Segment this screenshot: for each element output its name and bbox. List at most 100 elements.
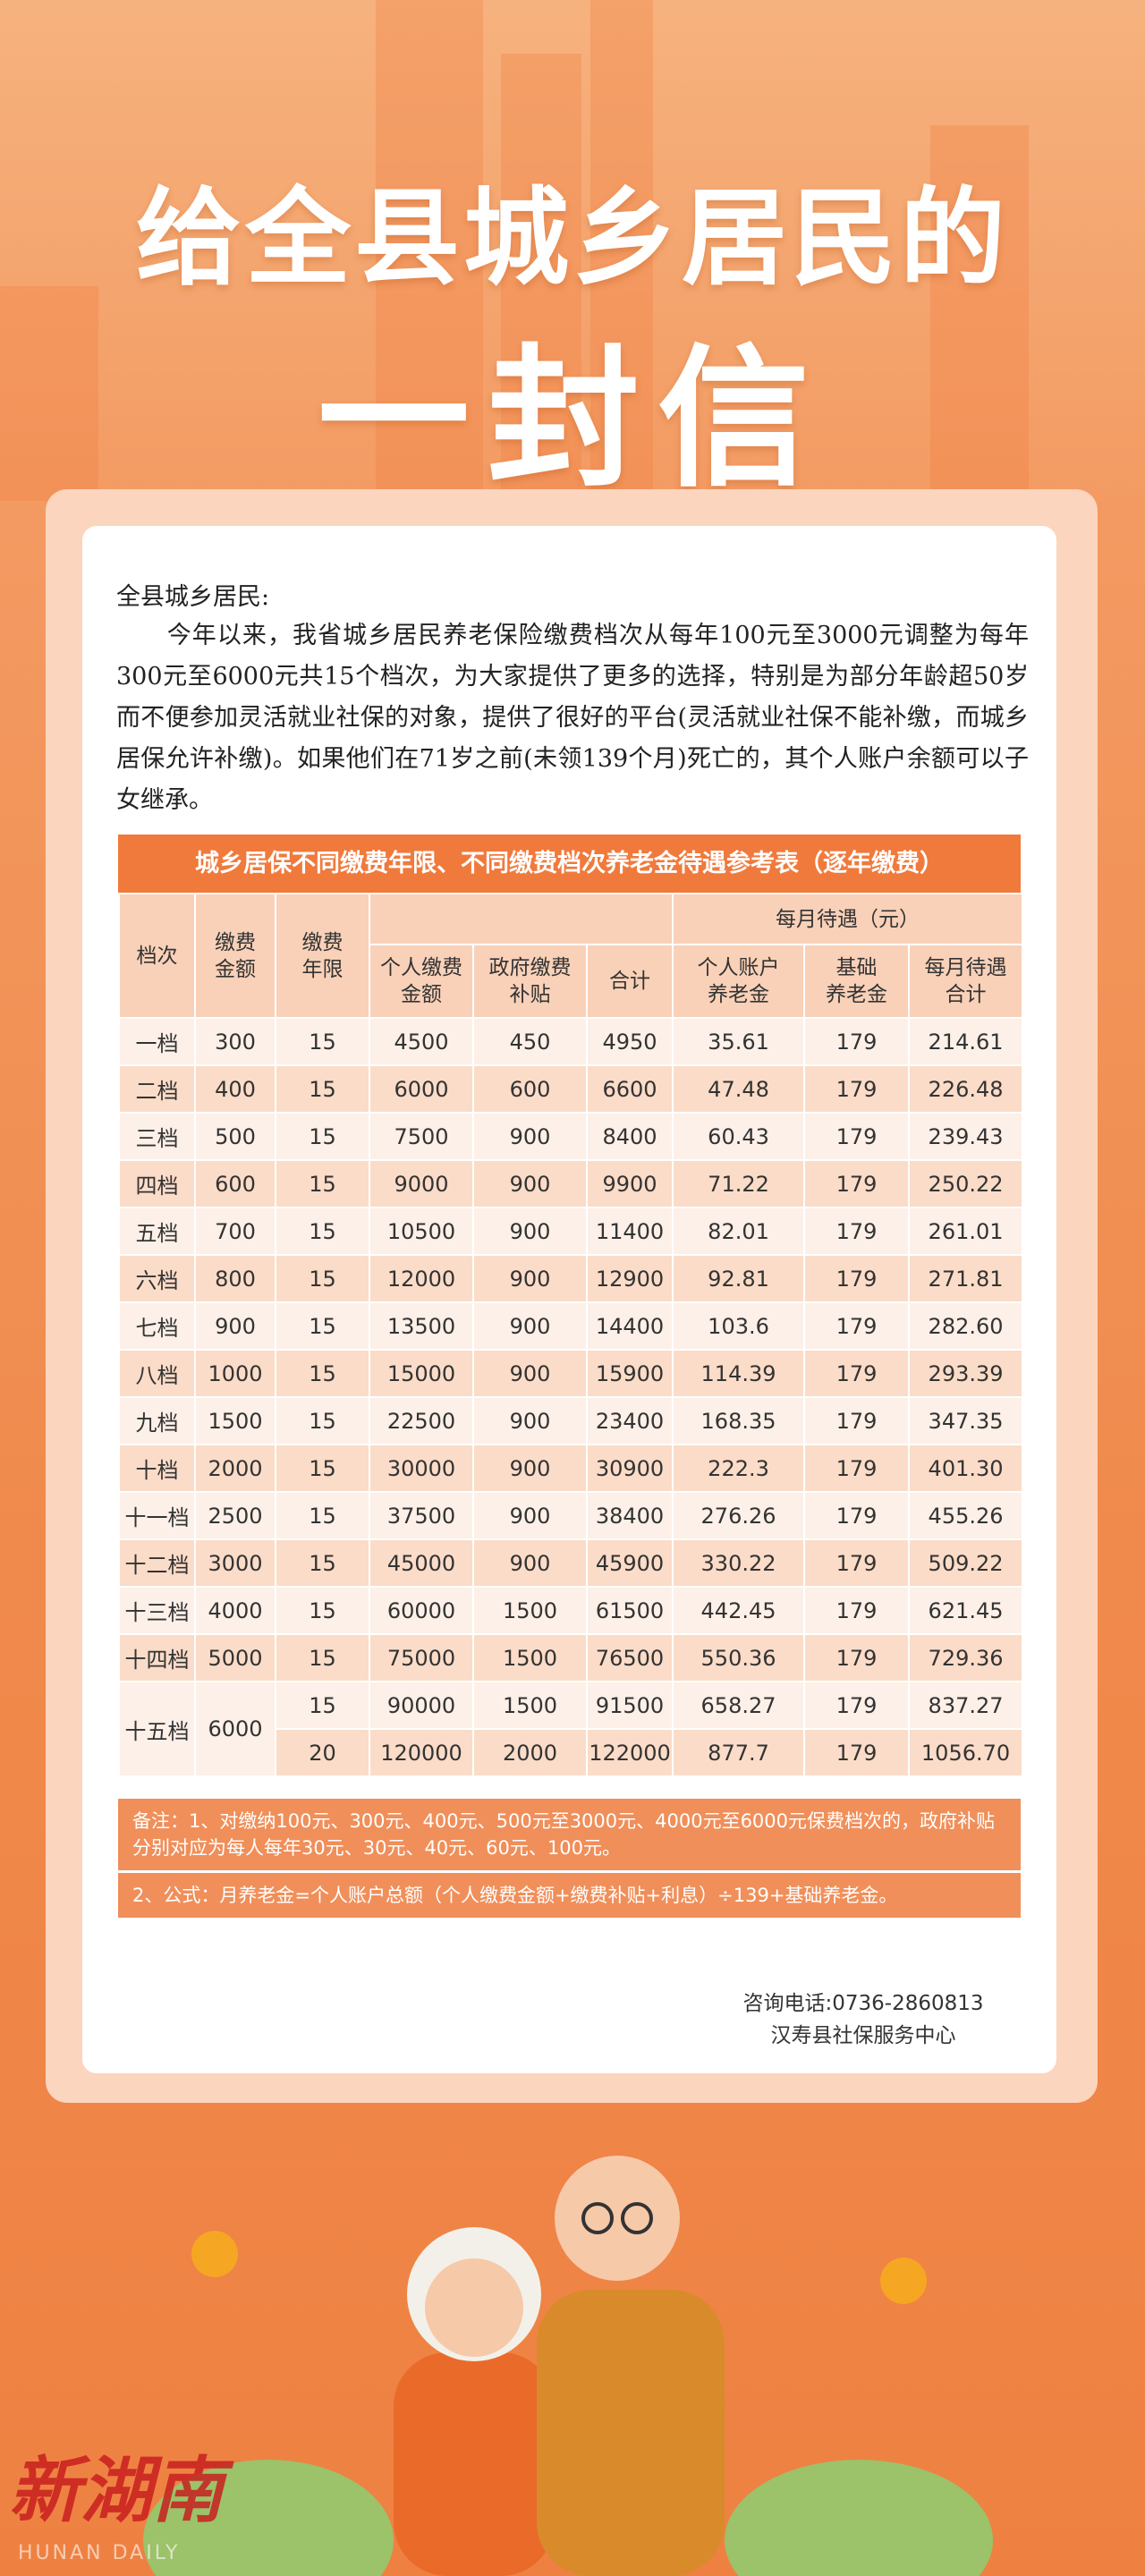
table-cell: 442.45 — [672, 1586, 806, 1635]
table-cell: 900 — [472, 1159, 588, 1208]
table-cell: 30900 — [585, 1444, 674, 1493]
table-cell: 15 — [275, 1064, 370, 1114]
table-row: 十档 2000 15 30000 900 30900 222.3 179 401.30 — [118, 1444, 1024, 1493]
column-header: 个人缴费 金额 — [369, 944, 474, 1019]
table-cell: 90000 — [369, 1681, 474, 1730]
table-cell: 179 — [803, 1159, 911, 1208]
table-cell: 10500 — [369, 1207, 474, 1256]
table-cell: 877.7 — [672, 1728, 806, 1777]
grandma-body — [394, 2352, 555, 2576]
table-cell: 179 — [803, 1112, 911, 1161]
table-cell: 179 — [803, 1017, 911, 1066]
table-cell: 621.45 — [908, 1586, 1024, 1635]
table-cell: 900 — [472, 1254, 588, 1303]
table-cell: 250.22 — [908, 1159, 1024, 1208]
table-cell: 8400 — [585, 1112, 674, 1161]
column-header: 基础 养老金 — [803, 944, 911, 1019]
table-cell: 900 — [472, 1207, 588, 1256]
table-cell: 四档 — [118, 1159, 196, 1208]
table-cell: 800 — [194, 1254, 276, 1303]
table-cell: 222.3 — [672, 1444, 806, 1493]
contact-line: 咨询电话:0736-2860813 — [742, 1992, 984, 2015]
table-cell: 700 — [194, 1207, 276, 1256]
table-cell: 15 — [275, 1444, 370, 1493]
table-cell: 7500 — [369, 1112, 474, 1161]
table-cell: 900 — [472, 1112, 588, 1161]
column-header: 个人账户 养老金 — [672, 944, 806, 1019]
notes: 备注：1、对缴纳100元、300元、400元、500元至3000元、4000元至… — [118, 1799, 1021, 1920]
table-cell: 45900 — [585, 1538, 674, 1588]
table-cell: 103.6 — [672, 1301, 806, 1351]
building — [590, 0, 653, 501]
table-cell: 455.26 — [908, 1491, 1024, 1540]
table-cell: 十一档 — [118, 1491, 196, 1540]
table-cell: 509.22 — [908, 1538, 1024, 1588]
flower — [880, 2258, 927, 2304]
table-cell: 5000 — [194, 1633, 276, 1682]
table-cell: 168.35 — [672, 1396, 806, 1445]
table-cell: 300 — [194, 1017, 276, 1066]
table-cell: 十档 — [118, 1444, 196, 1493]
table-row: 三档 500 15 7500 900 8400 60.43 179 239.43 — [118, 1112, 1024, 1161]
table-cell: 15 — [275, 1349, 370, 1398]
header-row: 个人缴费 金额 政府缴费 补贴 合计 个人账户 养老金 基础 养老金 每月待遇 合计 — [119, 944, 1024, 1019]
table-cell: 1500 — [472, 1586, 588, 1635]
table-cell: 47.48 — [672, 1064, 806, 1114]
table-row: 四档 600 15 9000 900 9900 71.22 179 250.22 — [118, 1159, 1024, 1208]
table-cell: 550.36 — [672, 1633, 806, 1682]
table-cell: 179 — [803, 1491, 911, 1540]
table-cell: 60000 — [369, 1586, 474, 1635]
table-cell: 五档 — [118, 1207, 196, 1256]
table-cell: 一档 — [118, 1017, 196, 1066]
table-cell: 500 — [194, 1112, 276, 1161]
table-cell: 十二档 — [118, 1538, 196, 1588]
building — [0, 286, 98, 501]
table-cell: 13500 — [369, 1301, 474, 1351]
building — [501, 54, 581, 501]
table-cell: 1500 — [472, 1633, 588, 1682]
table-cell: 450 — [472, 1017, 588, 1066]
table-row: 十四档 5000 15 75000 1500 76500 550.36 179 729.36 — [118, 1633, 1024, 1682]
table-cell: 60.43 — [672, 1112, 806, 1161]
glasses — [581, 2202, 614, 2234]
table-cell: 347.35 — [908, 1396, 1024, 1445]
table-cell: 91500 — [585, 1681, 674, 1730]
table-cell: 600 — [472, 1064, 588, 1114]
table-cell: 900 — [472, 1444, 588, 1493]
table-cell: 15900 — [585, 1349, 674, 1398]
table-cell: 9000 — [369, 1159, 474, 1208]
letter-body: 今年以来，我省城乡居民养老保险缴费档次从每年100元至3000元调整为每年300… — [116, 622, 1029, 814]
column-header: 合计 — [585, 944, 674, 1019]
table-cell: 15 — [275, 1491, 370, 1540]
table-cell: 二档 — [118, 1064, 196, 1114]
table-cell: 122000 — [585, 1728, 674, 1777]
title-line2: 一封信 — [317, 331, 827, 508]
table-cell: 239.43 — [908, 1112, 1024, 1161]
table-cell: 15000 — [369, 1349, 474, 1398]
table-cell: 15 — [275, 1396, 370, 1445]
table-cell: 38400 — [585, 1491, 674, 1540]
table-row: 七档 900 15 13500 900 14400 103.6 179 282.60 — [118, 1301, 1024, 1351]
table-cell: 十五档 — [118, 1681, 196, 1777]
group-header: 每月待遇（元） — [672, 893, 1024, 945]
table-row: 五档 700 15 10500 900 11400 82.01 179 261.01 — [118, 1207, 1024, 1256]
column-header: 档次 — [118, 893, 196, 1019]
table-cell: 1056.70 — [908, 1728, 1024, 1777]
table-cell: 15 — [275, 1538, 370, 1588]
table-cell: 2500 — [194, 1491, 276, 1540]
table-cell: 4000 — [194, 1586, 276, 1635]
watermark-logo: 新湖南 — [9, 2448, 224, 2532]
column-header: 缴费 年限 — [275, 893, 370, 1019]
table-cell: 330.22 — [672, 1538, 806, 1588]
table-cell: 179 — [803, 1633, 911, 1682]
table-cell: 900 — [472, 1396, 588, 1445]
table-cell: 179 — [803, 1207, 911, 1256]
grandpa-face — [555, 2156, 680, 2281]
table-cell: 十四档 — [118, 1633, 196, 1682]
table-cell: 11400 — [585, 1207, 674, 1256]
table-cell: 261.01 — [908, 1207, 1024, 1256]
table-cell: 179 — [803, 1681, 911, 1730]
table-cell: 6000 — [369, 1064, 474, 1114]
table-cell: 658.27 — [672, 1681, 806, 1730]
contact-line: 汉寿县社保服务中心 — [770, 2024, 956, 2047]
